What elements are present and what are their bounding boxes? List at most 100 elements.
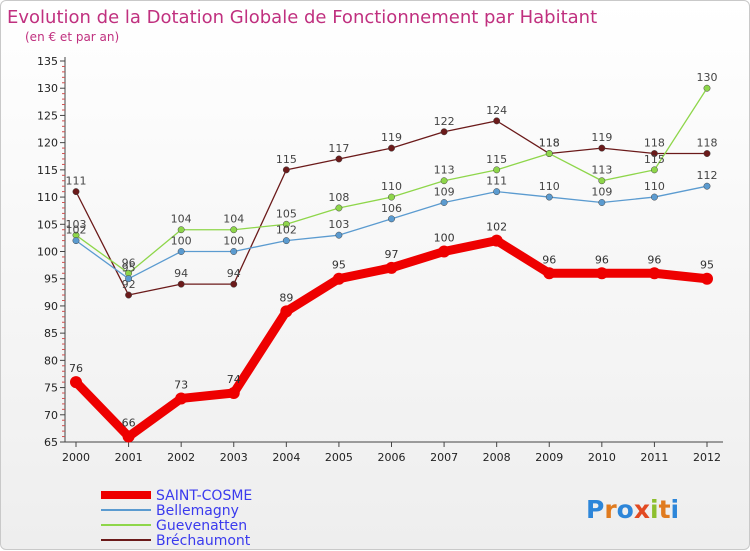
data-label: 108: [328, 191, 349, 204]
y-tick-label: 100: [37, 246, 58, 259]
y-tick-label: 115: [37, 164, 58, 177]
y-tick-label: 70: [44, 409, 58, 422]
x-tick-label: 2003: [220, 451, 248, 464]
data-point: [598, 177, 606, 185]
data-point: [125, 291, 133, 299]
data-point: [175, 392, 188, 405]
data-label: 109: [434, 186, 455, 199]
data-point: [493, 117, 501, 125]
chart-subtitle: (en € et par an): [25, 30, 119, 44]
x-tick-label: 2010: [588, 451, 616, 464]
data-point: [388, 193, 395, 201]
data-point: [280, 305, 293, 318]
data-label: 113: [591, 164, 612, 177]
data-point: [282, 237, 290, 245]
data-point: [595, 267, 608, 280]
data-label: 102: [276, 224, 297, 237]
data-label: 124: [486, 104, 507, 117]
data-point: [335, 231, 343, 239]
x-tick-label: 2007: [430, 451, 458, 464]
data-label: 113: [434, 164, 455, 177]
data-point: [438, 245, 451, 258]
data-label: 96: [542, 253, 556, 266]
legend: SAINT-COSMEBellemagnyGuevenattenBréchaum…: [101, 488, 252, 549]
data-point: [72, 188, 80, 196]
legend-item: SAINT-COSME: [101, 488, 252, 504]
data-point: [703, 84, 711, 92]
data-label: 110: [644, 180, 665, 193]
y-tick-label: 120: [37, 137, 58, 150]
data-point: [125, 275, 133, 283]
data-label: 95: [122, 262, 136, 275]
data-point: [227, 387, 240, 400]
data-label: 102: [486, 221, 507, 234]
data-label: 97: [385, 248, 399, 261]
data-label: 109: [591, 186, 612, 199]
legend-label: Bellemagny: [156, 503, 239, 519]
data-point: [230, 226, 238, 234]
data-label: 76: [69, 362, 83, 375]
x-tick-label: 2012: [693, 451, 721, 464]
legend-label: Guevenatten: [156, 518, 247, 534]
data-point: [703, 182, 711, 190]
data-point: [648, 267, 661, 280]
data-label: 100: [434, 232, 455, 245]
data-label: 95: [700, 259, 714, 272]
data-point: [703, 150, 711, 157]
data-point: [177, 226, 185, 234]
data-label: 110: [539, 180, 560, 193]
data-label: 92: [122, 278, 136, 291]
data-point: [177, 280, 185, 288]
data-label: 73: [174, 378, 188, 391]
data-point: [388, 215, 395, 223]
data-point: [598, 144, 606, 152]
data-label: 102: [66, 224, 87, 237]
logo-text: Proxiti: [586, 495, 679, 524]
data-label: 106: [381, 202, 402, 215]
data-label: 115: [644, 153, 665, 166]
data-point: [230, 280, 238, 288]
x-tick-label: 2009: [535, 451, 563, 464]
data-point: [545, 193, 553, 201]
legend-item: Bréchaumont: [101, 533, 251, 549]
data-point: [335, 204, 343, 212]
data-point: [440, 128, 448, 136]
data-label: 104: [223, 213, 244, 226]
x-tick-label: 2011: [640, 451, 668, 464]
x-tick-label: 2006: [378, 451, 406, 464]
data-point: [701, 272, 713, 285]
data-label: 111: [66, 175, 87, 188]
y-tick-label: 85: [44, 327, 58, 340]
data-point: [122, 430, 135, 443]
y-tick-label: 130: [37, 82, 58, 95]
data-point: [543, 267, 556, 280]
data-point: [493, 188, 501, 196]
data-label: 94: [174, 267, 188, 280]
data-label: 96: [647, 253, 661, 266]
data-point: [230, 248, 238, 255]
x-tick-label: 2005: [325, 451, 353, 464]
data-label: 119: [381, 131, 402, 144]
data-label: 96: [595, 253, 609, 266]
data-point: [282, 220, 290, 228]
data-label: 94: [227, 267, 241, 280]
data-point: [332, 272, 345, 285]
data-point: [177, 248, 185, 255]
data-point: [72, 237, 80, 245]
data-label: 100: [171, 235, 192, 248]
data-label: 66: [122, 417, 136, 430]
data-label: 130: [697, 71, 718, 84]
y-tick-label: 110: [37, 191, 58, 204]
data-point: [282, 166, 290, 174]
data-label: 111: [486, 175, 507, 188]
data-label: 103: [328, 218, 349, 231]
data-label: 95: [332, 259, 346, 272]
data-label: 118: [697, 137, 718, 150]
data-point: [650, 150, 658, 157]
data-label: 96: [122, 256, 136, 269]
data-point: [388, 144, 395, 152]
x-tick-label: 2004: [272, 451, 300, 464]
